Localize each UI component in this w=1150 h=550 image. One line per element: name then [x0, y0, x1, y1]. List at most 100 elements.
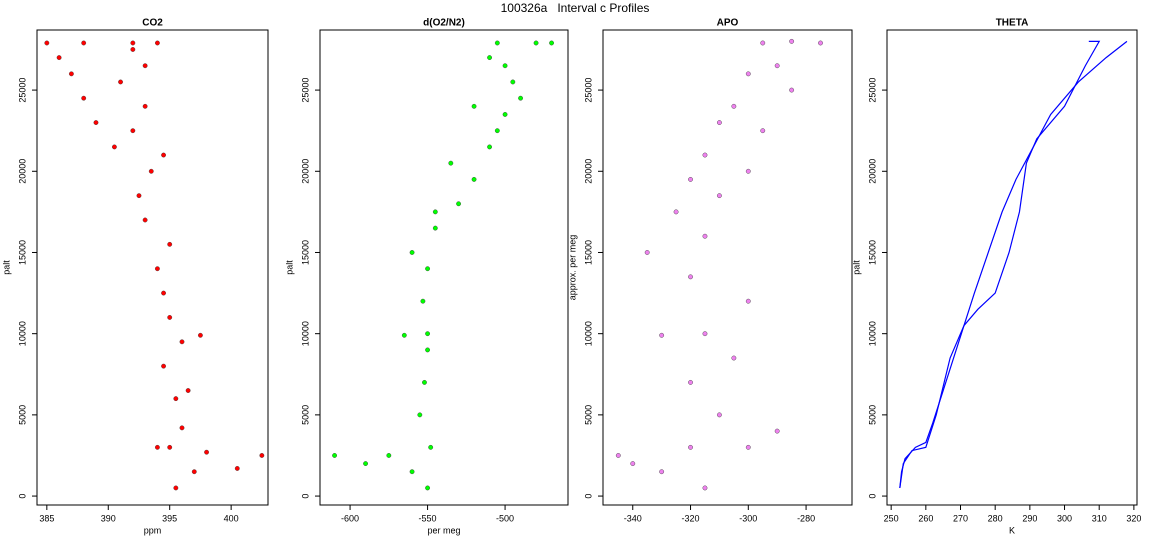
- point: [167, 444, 173, 450]
- point: [155, 266, 160, 272]
- point: [659, 469, 665, 475]
- point: [401, 332, 407, 338]
- point: [425, 266, 430, 272]
- point: [789, 38, 795, 44]
- point: [760, 40, 766, 46]
- point: [731, 355, 737, 361]
- point: [409, 250, 415, 255]
- point: [774, 63, 780, 69]
- profile-line: [899, 40, 1128, 489]
- point: [185, 388, 191, 393]
- point: [630, 461, 636, 466]
- point: [363, 461, 368, 466]
- point: [417, 412, 423, 418]
- x-tick-label: 250: [884, 513, 899, 523]
- point: [173, 485, 179, 491]
- point: [148, 168, 154, 174]
- point: [409, 469, 415, 475]
- point: [494, 40, 500, 46]
- point: [745, 71, 751, 77]
- point: [142, 217, 148, 223]
- x-tick-label: -280: [797, 513, 815, 523]
- point: [487, 55, 492, 61]
- point: [702, 485, 708, 491]
- y-tick-label: 20000: [300, 159, 310, 184]
- point: [422, 379, 427, 385]
- point: [760, 128, 766, 134]
- point: [161, 290, 166, 296]
- point: [204, 449, 209, 455]
- point: [93, 120, 99, 125]
- x-tick-label: 290: [1022, 513, 1037, 523]
- point: [191, 469, 197, 475]
- x-tick-label: -300: [739, 513, 757, 523]
- point: [432, 225, 438, 231]
- point: [745, 298, 751, 304]
- point: [130, 128, 136, 134]
- point: [81, 40, 87, 46]
- x-tick-label: -550: [419, 513, 437, 523]
- y-tick-label: 10000: [867, 321, 877, 346]
- x-tick-label: 300: [1057, 513, 1072, 523]
- y-tick-label: 20000: [867, 159, 877, 184]
- panel-title: CO2: [142, 18, 163, 29]
- point: [818, 40, 823, 46]
- plot-box: [36, 29, 269, 506]
- point: [533, 40, 539, 46]
- y-tick-label: 0: [17, 494, 27, 499]
- x-tick-label: 310: [1092, 513, 1107, 523]
- y-tick-label: 10000: [583, 321, 593, 346]
- point: [471, 177, 477, 182]
- y-tick-label: 25000: [867, 78, 877, 103]
- y-tick-label: 0: [583, 494, 593, 499]
- point: [386, 453, 392, 458]
- x-tick-label: 400: [224, 513, 239, 523]
- point: [142, 103, 148, 109]
- y-tick-label: 5000: [17, 405, 27, 425]
- point: [518, 95, 523, 101]
- point: [432, 209, 438, 215]
- point: [428, 444, 434, 450]
- point: [118, 79, 123, 85]
- point: [510, 79, 516, 85]
- x-tick-label: 260: [918, 513, 933, 523]
- y-tick-label: 15000: [583, 240, 593, 265]
- point: [745, 168, 751, 174]
- x-axis-label: ppm: [144, 525, 162, 535]
- point: [130, 40, 136, 46]
- point: [688, 274, 693, 280]
- point: [44, 40, 50, 46]
- point: [161, 363, 166, 369]
- point: [142, 63, 148, 69]
- point: [471, 103, 477, 109]
- point: [425, 331, 430, 337]
- point: [502, 112, 508, 117]
- point: [69, 71, 74, 77]
- point: [56, 55, 62, 61]
- point: [702, 233, 708, 239]
- point: [420, 298, 426, 304]
- point: [549, 40, 554, 46]
- x-tick-label: 280: [988, 513, 1003, 523]
- x-tick-label: -320: [682, 513, 700, 523]
- point: [688, 444, 693, 450]
- point: [448, 160, 454, 166]
- point: [487, 144, 492, 150]
- point: [259, 453, 265, 458]
- y-tick-label: 10000: [300, 321, 310, 346]
- y-tick-label: 25000: [17, 78, 27, 103]
- plot-box: [319, 29, 569, 506]
- point: [130, 47, 136, 52]
- x-tick-label: -600: [341, 513, 359, 523]
- point: [173, 396, 179, 402]
- y-tick-label: 25000: [583, 78, 593, 103]
- point: [673, 209, 679, 215]
- y-tick-label: 25000: [300, 78, 310, 103]
- point: [179, 339, 185, 345]
- point: [234, 466, 240, 471]
- x-tick-label: 270: [953, 513, 968, 523]
- y-tick-label: 5000: [867, 405, 877, 425]
- point: [717, 412, 722, 418]
- point: [456, 201, 461, 207]
